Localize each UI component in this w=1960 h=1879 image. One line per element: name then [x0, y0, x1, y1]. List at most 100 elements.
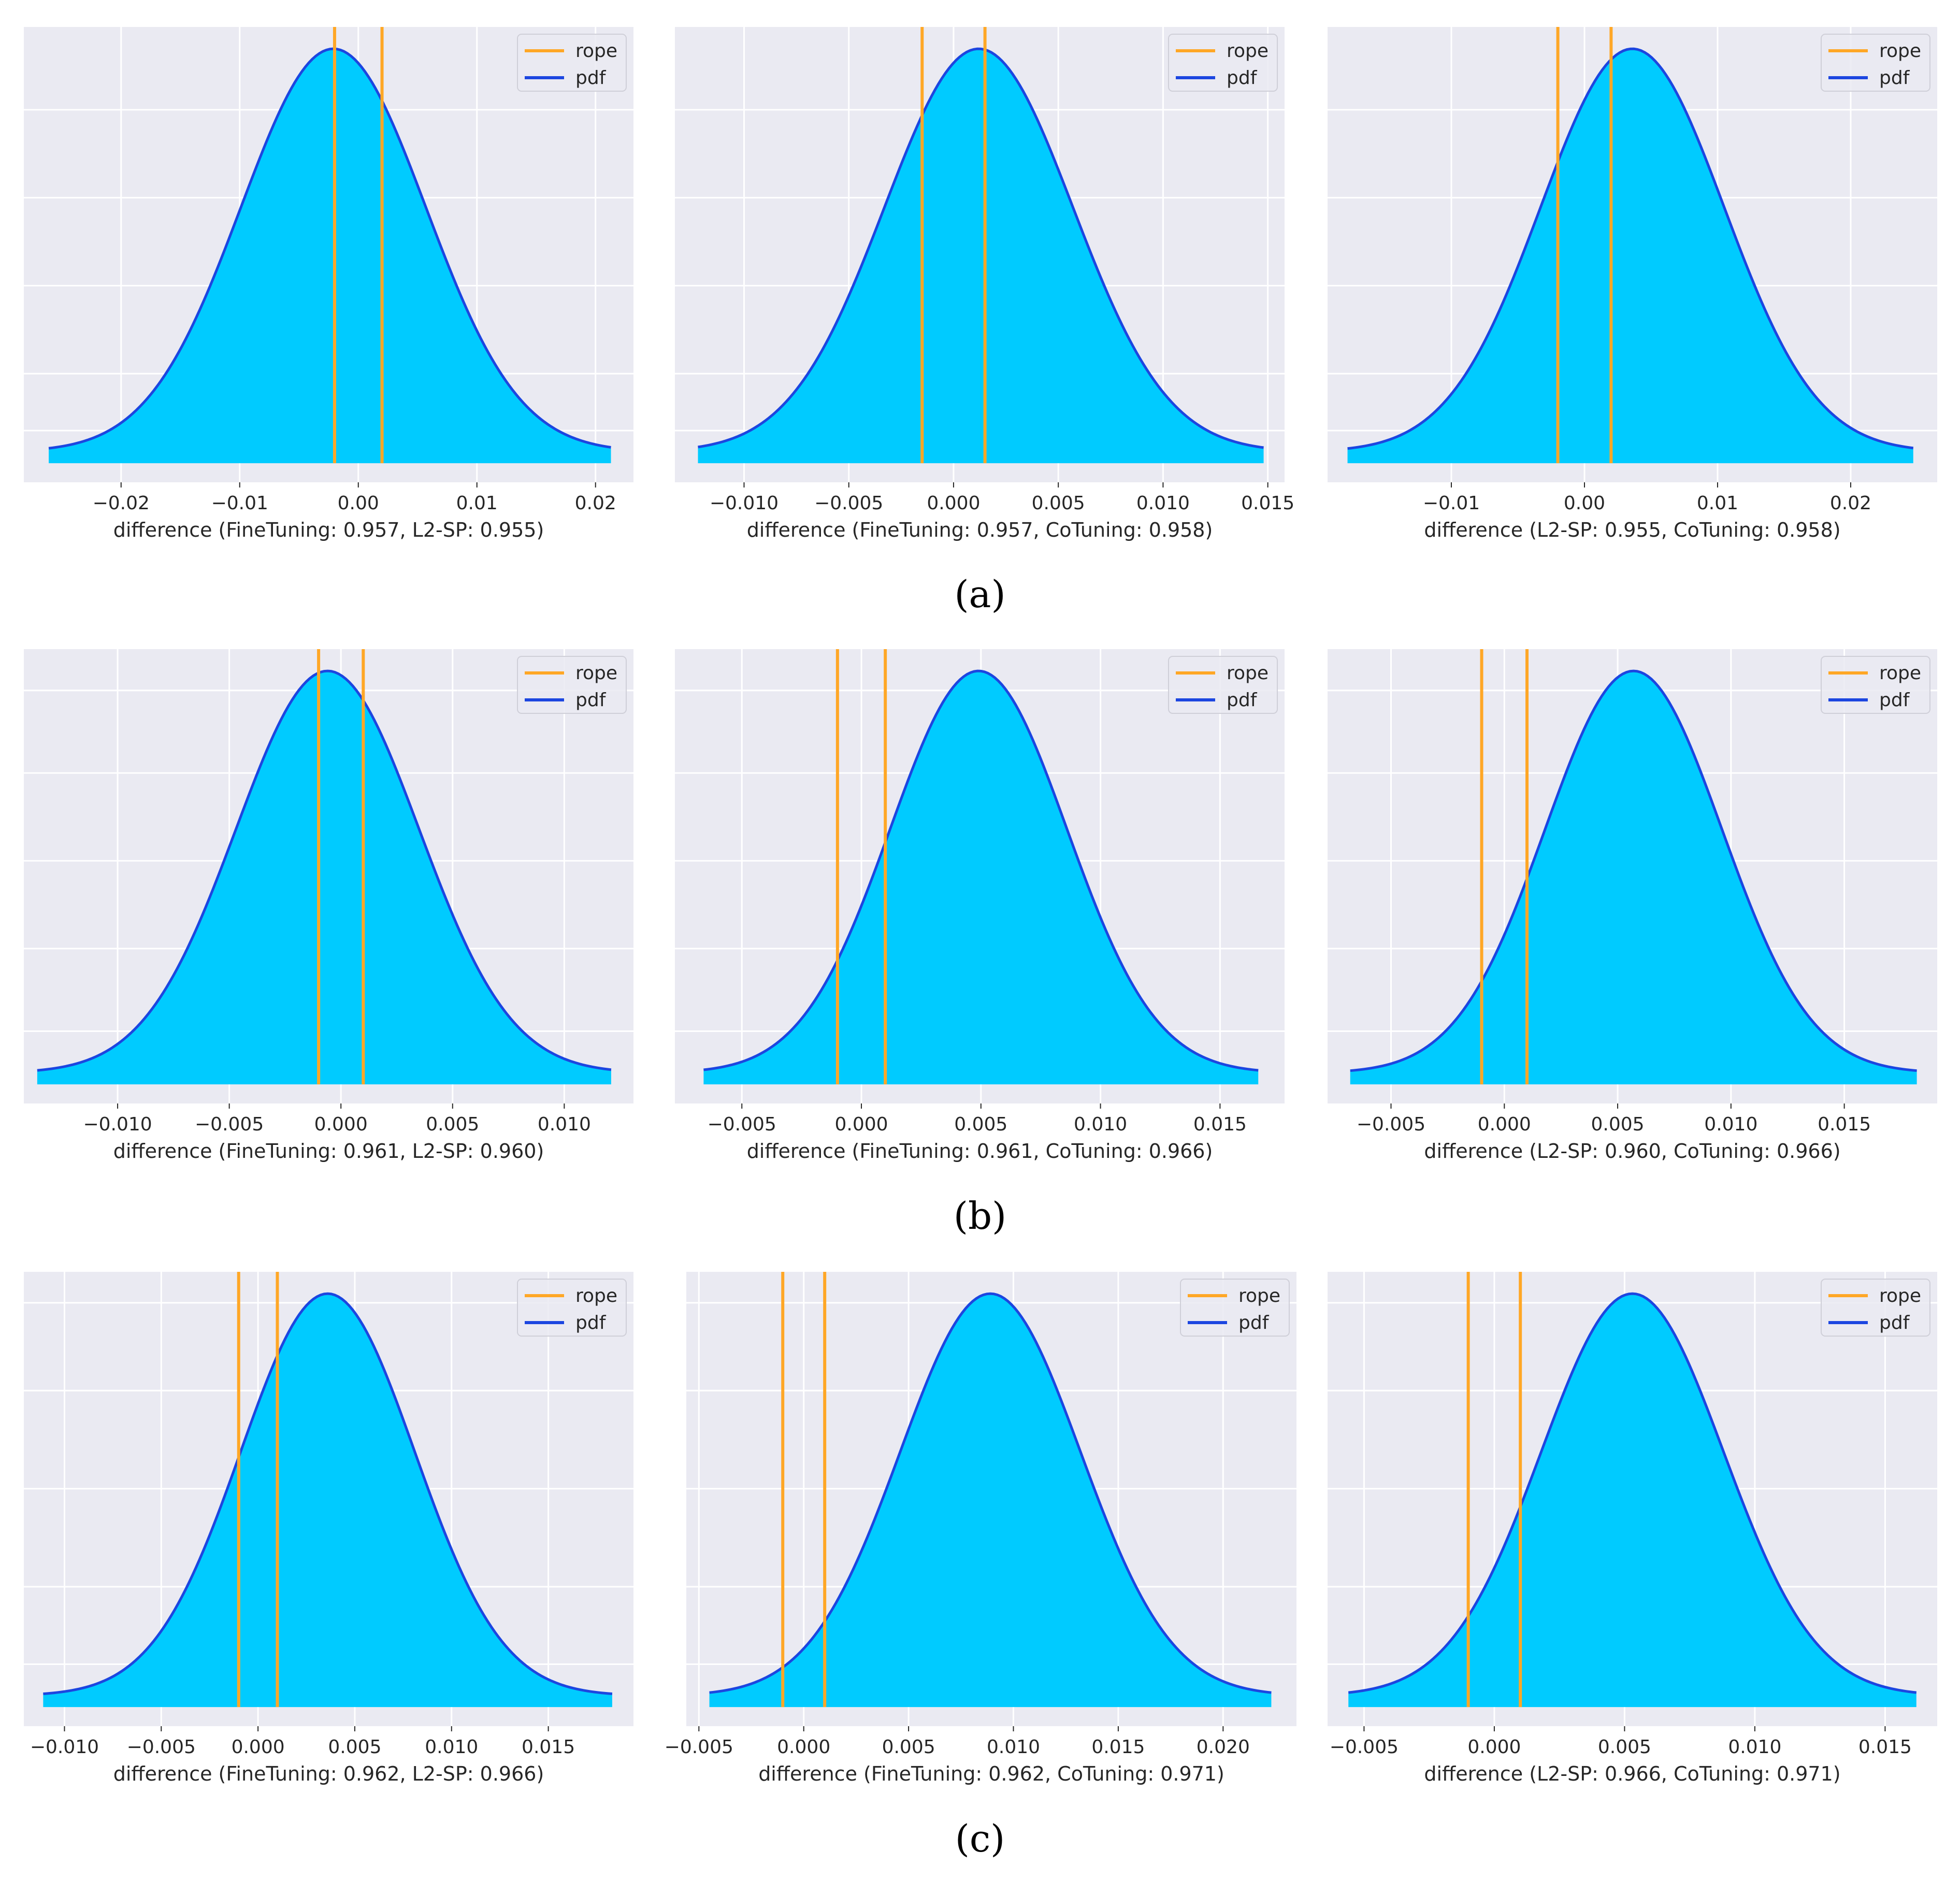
x-tick-label: −0.005	[127, 1737, 196, 1758]
pdf-area	[1350, 671, 1917, 1085]
x-axis-label: difference (FineTuning: 0.957, L2-SP: 0.…	[113, 519, 544, 541]
subplot-r1c0: −0.010 −0.005 0.000 0.005 0.010 rope pdf differ…	[24, 649, 633, 1163]
row-label-a: (a)	[954, 572, 1005, 616]
legend-pdf-label: pdf	[1879, 1312, 1910, 1333]
x-tick-label: 0.010	[425, 1737, 478, 1758]
legend-pdf-label: pdf	[1238, 1312, 1270, 1333]
x-tick-label: 0.005	[426, 1114, 479, 1135]
legend: rope pdf	[1180, 1279, 1290, 1337]
pdf-curve	[709, 1292, 1272, 1694]
legend: rope pdf	[517, 34, 627, 92]
legend-pdf-label: pdf	[1227, 690, 1258, 711]
x-tick-label: −0.02	[93, 493, 150, 514]
pdf-area	[698, 49, 1264, 464]
x-tick-label: 0.00	[1564, 493, 1605, 514]
legend-rope-label: rope	[575, 40, 617, 62]
x-tick-label: 0.00	[338, 493, 379, 514]
pdf-area	[1347, 49, 1913, 464]
x-tick-label: 0.015	[1818, 1114, 1871, 1135]
x-tick-label: 0.005	[1598, 1737, 1651, 1758]
x-axis-label: difference (FineTuning: 0.962, CoTuning:…	[758, 1762, 1224, 1785]
x-tick-label: −0.005	[814, 493, 883, 514]
legend: rope pdf	[517, 656, 627, 714]
subplot-r2c2: −0.005 0.000 0.005 0.010 0.015 rope pdf differe…	[1328, 1272, 1937, 1785]
legend-rope-label: rope	[1227, 663, 1269, 684]
pdf-area	[43, 1294, 612, 1708]
x-tick-label: −0.005	[1357, 1114, 1425, 1135]
x-tick-label: 0.02	[575, 493, 616, 514]
pdf-curve	[1350, 669, 1917, 1072]
subplot-r2c0: −0.010 −0.005 0.000 0.005 0.010 0.015 rope pdf d…	[24, 1272, 633, 1785]
pdf-area	[49, 49, 611, 464]
legend-pdf-label: pdf	[575, 1312, 607, 1333]
pdf-curve	[48, 47, 611, 450]
pdf-curve	[37, 669, 612, 1072]
x-tick-label: −0.010	[30, 1737, 99, 1758]
pdf-area	[703, 671, 1259, 1085]
x-tick-label: 0.020	[1197, 1737, 1250, 1758]
x-tick-label: −0.010	[83, 1114, 152, 1135]
pdf-area	[1348, 1294, 1916, 1708]
legend-rope-label: rope	[575, 663, 617, 684]
x-tick-label: 0.010	[1704, 1114, 1757, 1135]
x-tick-label: 0.010	[1728, 1737, 1781, 1758]
legend: rope pdf	[517, 1279, 627, 1337]
legend-pdf-label: pdf	[1879, 67, 1910, 89]
x-tick-label: 0.000	[777, 1737, 830, 1758]
legend: rope pdf	[1168, 34, 1278, 92]
subplot-r0c2: −0.01 0.00 0.01 0.02 rope pdf difference (L2-S…	[1328, 27, 1937, 541]
legend-rope-label: rope	[1227, 40, 1269, 62]
legend: rope pdf	[1821, 34, 1930, 92]
x-tick-label: 0.005	[882, 1737, 935, 1758]
x-tick-label: 0.015	[1241, 493, 1294, 514]
x-tick-label: 0.000	[232, 1737, 285, 1758]
x-tick-label: 0.000	[1467, 1737, 1521, 1758]
legend-pdf-label: pdf	[1879, 690, 1910, 711]
legend-rope-label: rope	[1879, 663, 1921, 684]
pdf-curve	[1348, 1292, 1917, 1694]
x-tick-label: 0.000	[314, 1114, 368, 1135]
x-tick-label: 0.015	[1858, 1737, 1912, 1758]
pdf-curve	[43, 1292, 613, 1695]
x-axis-label: difference (FineTuning: 0.962, L2-SP: 0.…	[113, 1762, 544, 1785]
x-tick-label: 0.010	[1136, 493, 1190, 514]
x-tick-label: 0.010	[538, 1114, 591, 1135]
subplot-r1c1: −0.005 0.000 0.005 0.010 0.015 rope pdf differe…	[675, 649, 1285, 1163]
x-axis-label: difference (L2-SP: 0.955, CoTuning: 0.95…	[1424, 519, 1840, 541]
legend: rope pdf	[1821, 656, 1930, 714]
pdf-curve	[698, 47, 1264, 449]
x-axis-label: difference (FineTuning: 0.957, CoTuning:…	[747, 519, 1213, 541]
x-tick-label: 0.015	[1193, 1114, 1247, 1135]
x-axis-label: difference (FineTuning: 0.961, CoTuning:…	[747, 1140, 1213, 1163]
legend: rope pdf	[1168, 656, 1278, 714]
x-tick-label: 0.01	[456, 493, 498, 514]
pdf-area	[709, 1294, 1272, 1708]
subplot-r2c1: −0.005 0.000 0.005 0.010 0.015 0.020 rope pdf di…	[665, 1272, 1296, 1785]
x-tick-label: 0.005	[1591, 1114, 1645, 1135]
pdf-curve	[1347, 47, 1914, 450]
x-tick-label: −0.005	[665, 1737, 733, 1758]
x-tick-label: 0.015	[522, 1737, 575, 1758]
x-tick-label: 0.000	[834, 1114, 888, 1135]
x-tick-label: 0.01	[1697, 493, 1738, 514]
row-label-c: (c)	[955, 1817, 1005, 1860]
x-tick-label: −0.005	[195, 1114, 264, 1135]
pdf-area	[37, 671, 611, 1085]
pdf-curve	[703, 669, 1259, 1072]
legend-rope-label: rope	[1879, 1285, 1921, 1307]
subplot-r0c0: −0.02 −0.01 0.00 0.01 0.02 rope pdf difference …	[24, 27, 633, 541]
subplot-r0c1: −0.010 −0.005 0.000 0.005 0.010 0.015 rope pdf d…	[675, 27, 1294, 541]
x-tick-label: 0.010	[987, 1737, 1040, 1758]
x-tick-label: −0.005	[708, 1114, 776, 1135]
x-tick-label: 0.015	[1091, 1737, 1145, 1758]
x-axis-label: difference (FineTuning: 0.961, L2-SP: 0.…	[113, 1140, 544, 1163]
x-tick-label: 0.005	[954, 1114, 1007, 1135]
x-tick-label: 0.02	[1830, 493, 1871, 514]
x-tick-label: −0.005	[1330, 1737, 1399, 1758]
x-tick-label: −0.010	[710, 493, 779, 514]
legend-pdf-label: pdf	[575, 67, 607, 89]
legend-rope-label: rope	[575, 1285, 617, 1307]
x-tick-label: −0.01	[211, 493, 268, 514]
row-label-b: (b)	[954, 1194, 1006, 1238]
